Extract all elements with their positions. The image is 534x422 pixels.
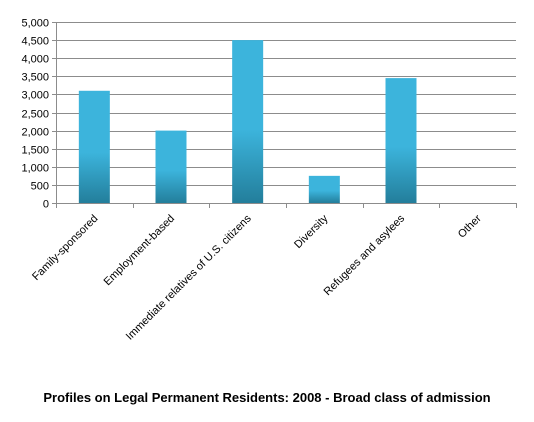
- category-label: Immediate relatives of U.S. citizens: [124, 212, 254, 342]
- bar: [385, 78, 417, 203]
- y-tick-label: 1,000: [21, 163, 49, 175]
- chart-caption: Profiles on Legal Permanent Residents: 2…: [43, 390, 491, 405]
- y-tick-label: 2,500: [21, 109, 49, 121]
- bar: [308, 175, 340, 203]
- y-tick-label: 3,500: [21, 72, 49, 84]
- y-tick-label: 0: [43, 199, 49, 211]
- category-label: Refugees and asylees: [322, 212, 408, 298]
- axes: [56, 22, 517, 208]
- gridlines: [52, 22, 516, 204]
- category-label: Other: [456, 212, 484, 240]
- y-axis-tick-labels: 0 500 1,000 1,500 2,000 2,500 3,000 3,500 4,000 4…: [21, 18, 49, 211]
- category-label: Family-sponsored: [30, 213, 100, 283]
- bar: [232, 40, 264, 203]
- y-tick-label: 1,500: [21, 145, 49, 157]
- bar: [155, 130, 187, 203]
- y-tick-label: 4,500: [21, 36, 49, 48]
- y-tick-label: 3,000: [21, 90, 49, 102]
- y-tick-label: 500: [31, 181, 49, 193]
- bar: [78, 90, 110, 203]
- y-tick-label: 4,000: [21, 54, 49, 66]
- bar-chart: 0 500 1,000 1,500 2,000 2,500 3,000 3,500 4,000 4…: [21, 18, 517, 343]
- bars: [78, 40, 417, 203]
- y-tick-label: 5,000: [21, 18, 49, 30]
- y-tick-label: 2,000: [21, 127, 49, 139]
- x-axis-category-labels: Family-sponsored Employment-basedImmediat…: [30, 212, 484, 342]
- category-label: Employment-based: [102, 213, 178, 289]
- category-label: Diversity: [292, 212, 331, 251]
